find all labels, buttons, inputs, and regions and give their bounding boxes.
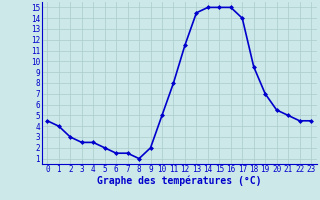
X-axis label: Graphe des températures (°C): Graphe des températures (°C) [97, 176, 261, 186]
